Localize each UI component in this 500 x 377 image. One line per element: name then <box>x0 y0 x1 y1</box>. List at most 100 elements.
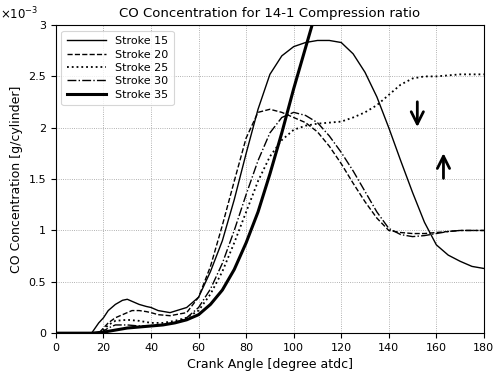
Stroke 20 <box>155 313 161 317</box>
Stroke 15 <box>144 304 150 309</box>
Stroke 15 <box>120 298 126 303</box>
Stroke 30 <box>105 326 111 330</box>
Stroke 15 <box>445 253 451 257</box>
Stroke 20 <box>148 310 154 315</box>
Stroke 15 <box>398 158 404 163</box>
Stroke 25 <box>100 328 106 333</box>
Stroke 20 <box>255 110 261 115</box>
Stroke 30 <box>208 287 214 291</box>
Stroke 15 <box>279 54 285 58</box>
Stroke 30 <box>243 192 249 197</box>
Stroke 30 <box>231 228 237 233</box>
Stroke 25 <box>243 210 249 214</box>
Stroke 20 <box>120 313 126 317</box>
Stroke 30 <box>469 228 475 233</box>
Stroke 20 <box>350 181 356 185</box>
Stroke 20 <box>105 320 111 325</box>
Stroke 35 <box>184 317 190 322</box>
Stroke 20 <box>196 295 202 299</box>
Stroke 30 <box>350 169 356 173</box>
Stroke 35 <box>220 288 226 292</box>
Stroke 35 <box>267 172 273 176</box>
Stroke 20 <box>167 313 173 318</box>
Title: CO Concentration for 14-1 Compression ratio: CO Concentration for 14-1 Compression ra… <box>120 7 420 20</box>
Stroke 20 <box>398 230 404 235</box>
Stroke 30 <box>422 233 428 238</box>
Stroke 35 <box>290 86 296 91</box>
Stroke 20 <box>279 110 285 115</box>
Stroke 15 <box>220 239 226 243</box>
Stroke 30 <box>398 232 404 237</box>
Stroke 25 <box>184 316 190 320</box>
Stroke 35 <box>172 320 178 325</box>
Stroke 25 <box>124 317 130 322</box>
Stroke 30 <box>279 115 285 120</box>
Line: Stroke 20: Stroke 20 <box>56 109 484 333</box>
Stroke 25 <box>255 179 261 184</box>
Stroke 20 <box>144 310 150 314</box>
Stroke 35 <box>136 325 142 329</box>
Stroke 15 <box>105 308 111 313</box>
Stroke 15 <box>410 190 416 195</box>
Stroke 20 <box>338 161 344 166</box>
Stroke 25 <box>88 331 94 336</box>
Stroke 35 <box>255 210 261 214</box>
Stroke 35 <box>314 4 320 9</box>
Stroke 30 <box>196 305 202 310</box>
Stroke 20 <box>88 331 94 336</box>
Stroke 25 <box>112 319 118 323</box>
Stroke 30 <box>124 323 130 327</box>
Stroke 35 <box>279 131 285 135</box>
Stroke 35 <box>88 331 94 336</box>
Stroke 25 <box>160 320 166 325</box>
Stroke 20 <box>129 308 135 313</box>
Stroke 15 <box>124 297 130 302</box>
Stroke 30 <box>136 324 142 328</box>
Legend: Stroke 15, Stroke 20, Stroke 25, Stroke 30, Stroke 35: Stroke 15, Stroke 20, Stroke 25, Stroke … <box>62 31 174 105</box>
Stroke 30 <box>160 323 166 327</box>
Stroke 15 <box>290 44 296 49</box>
Stroke 15 <box>457 259 463 264</box>
Stroke 30 <box>481 228 487 233</box>
Stroke 20 <box>434 230 440 235</box>
Stroke 20 <box>457 228 463 233</box>
Stroke 25 <box>386 93 392 97</box>
Stroke 15 <box>243 151 249 156</box>
Stroke 25 <box>220 269 226 274</box>
Stroke 15 <box>422 220 428 225</box>
Stroke 15 <box>155 308 161 313</box>
Stroke 20 <box>220 223 226 228</box>
Stroke 20 <box>302 120 308 125</box>
Stroke 20 <box>374 216 380 221</box>
Stroke 30 <box>302 113 308 118</box>
Stroke 15 <box>350 52 356 56</box>
Stroke 20 <box>267 107 273 112</box>
Stroke 20 <box>231 179 237 184</box>
Stroke 20 <box>314 130 320 134</box>
Stroke 35 <box>53 331 59 336</box>
Stroke 20 <box>386 228 392 233</box>
Stroke 20 <box>243 136 249 140</box>
Stroke 15 <box>100 316 106 320</box>
Stroke 30 <box>53 331 59 336</box>
Stroke 15 <box>255 107 261 112</box>
Stroke 25 <box>148 320 154 325</box>
Stroke 30 <box>362 189 368 194</box>
Stroke 15 <box>88 331 94 336</box>
Stroke 30 <box>96 331 102 336</box>
Stroke 20 <box>184 310 190 315</box>
Stroke 20 <box>445 229 451 234</box>
Stroke 15 <box>184 305 190 310</box>
Stroke 30 <box>148 324 154 328</box>
Stroke 35 <box>302 45 308 50</box>
Stroke 25 <box>302 123 308 128</box>
Stroke 20 <box>290 115 296 120</box>
Stroke 30 <box>314 120 320 125</box>
Stroke 30 <box>172 320 178 325</box>
Stroke 15 <box>148 305 154 310</box>
Stroke 25 <box>469 72 475 77</box>
Stroke 25 <box>172 319 178 323</box>
Stroke 15 <box>481 266 487 271</box>
Stroke 30 <box>88 331 94 336</box>
Stroke 30 <box>374 210 380 214</box>
